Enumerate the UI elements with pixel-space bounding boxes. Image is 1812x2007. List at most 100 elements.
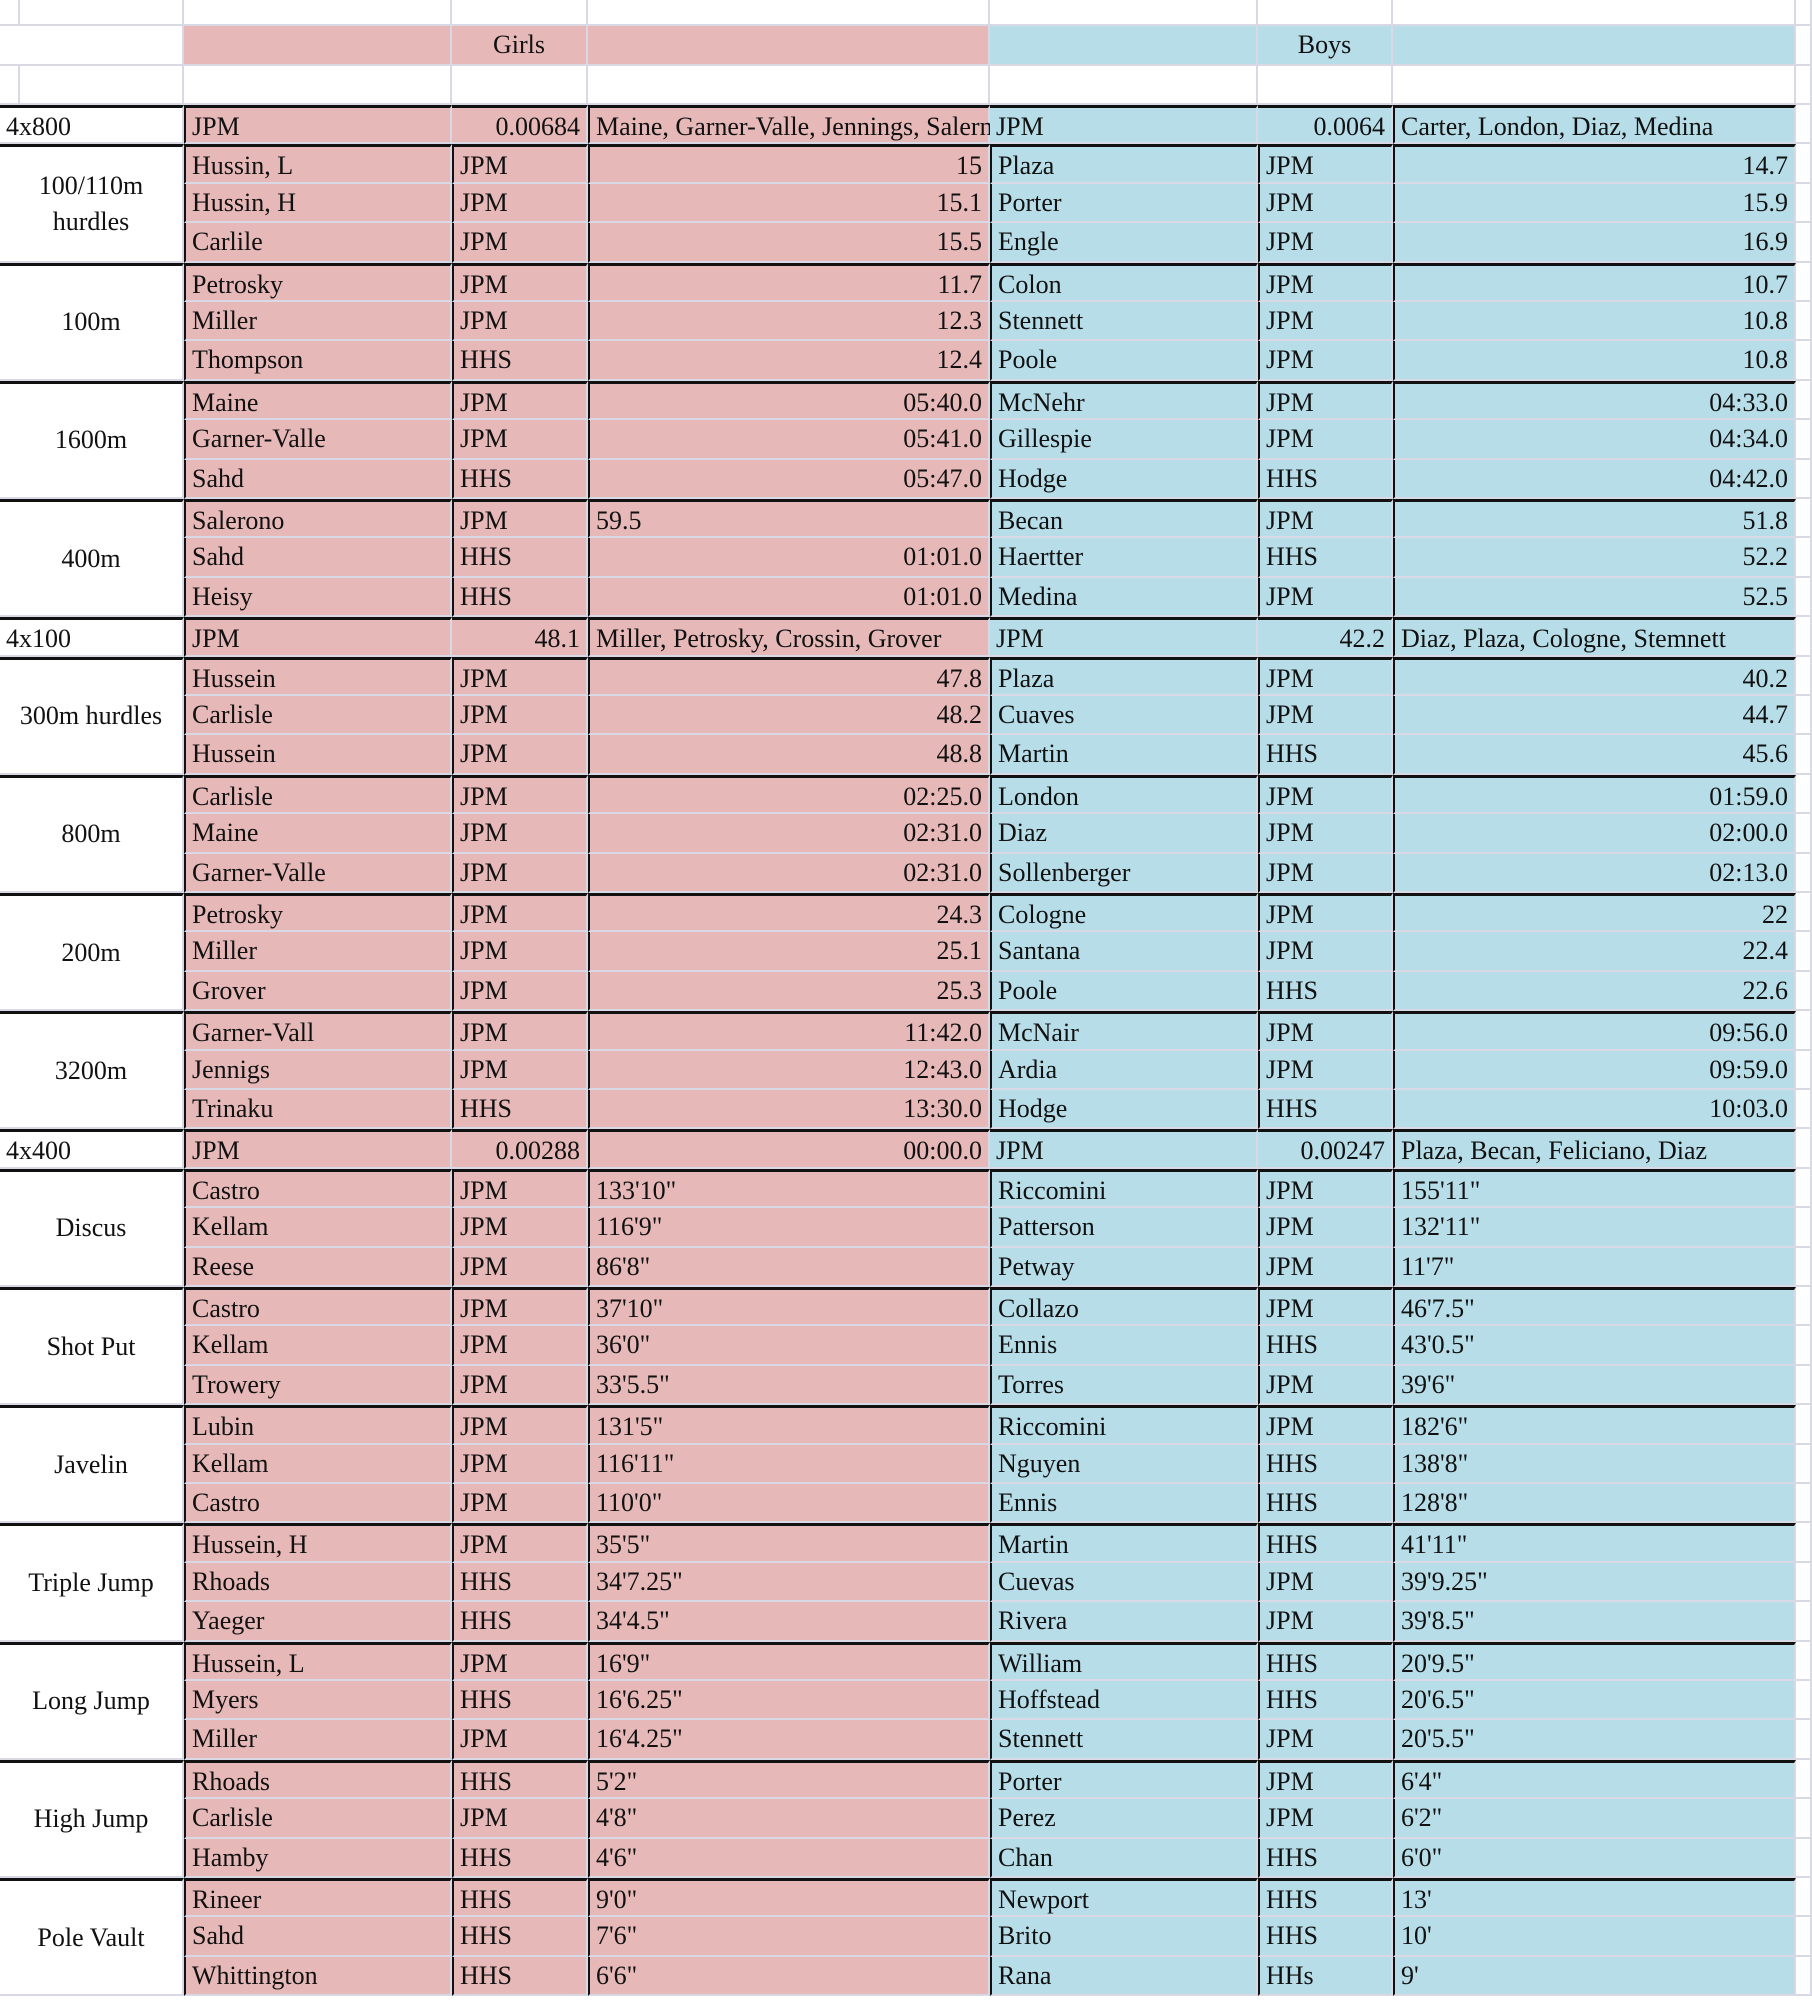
empty-cell[interactable] xyxy=(1796,1326,1812,1366)
boys-team[interactable]: JPM xyxy=(1258,144,1393,184)
boys-team[interactable]: HHS xyxy=(1258,1523,1393,1563)
boys-athlete[interactable]: Nguyen xyxy=(990,1444,1258,1484)
girls-team[interactable]: JPM xyxy=(452,735,588,775)
boys-team[interactable]: JPM xyxy=(1258,814,1393,854)
boys-athlete[interactable]: Torres xyxy=(990,1365,1258,1406)
boys-team[interactable]: HHS xyxy=(1258,1326,1393,1366)
empty-cell[interactable] xyxy=(1796,893,1812,933)
empty-cell[interactable] xyxy=(1796,1287,1812,1327)
girls-athlete[interactable]: Maine xyxy=(184,380,452,421)
empty-cell[interactable] xyxy=(1796,577,1812,618)
boys-team[interactable]: HHS xyxy=(1258,1838,1393,1878)
boys-athlete[interactable]: McNehr xyxy=(990,380,1258,421)
boys-athlete[interactable]: Porter xyxy=(990,1759,1258,1800)
empty-cell[interactable] xyxy=(1796,1129,1812,1169)
empty-cell[interactable] xyxy=(1796,341,1812,381)
empty-cell[interactable] xyxy=(1796,853,1812,893)
boys-mark[interactable]: 04:33.0 xyxy=(1393,380,1796,421)
event-label[interactable]: 100/110m hurdles xyxy=(0,144,184,263)
relay-time[interactable]: 0.00288 xyxy=(452,1129,588,1169)
empty-cell[interactable] xyxy=(0,66,20,105)
empty-cell[interactable] xyxy=(1796,814,1812,854)
girls-athlete[interactable]: Hamby xyxy=(184,1838,452,1878)
boys-mark[interactable]: 40.2 xyxy=(1393,656,1796,696)
girls-mark[interactable]: 02:31.0 xyxy=(588,814,990,854)
girls-athlete[interactable]: Carlisle xyxy=(184,1799,452,1839)
event-label[interactable]: 400m xyxy=(0,499,184,618)
boys-mark[interactable]: 10.7 xyxy=(1393,262,1796,302)
empty-cell[interactable] xyxy=(1796,971,1812,1012)
girls-mark[interactable]: 25.1 xyxy=(588,932,990,972)
boys-team[interactable]: JPM xyxy=(1258,774,1393,815)
girls-mark[interactable]: 5'2" xyxy=(588,1759,990,1800)
girls-mark[interactable]: 05:41.0 xyxy=(588,420,990,460)
empty-cell[interactable] xyxy=(1796,1247,1812,1287)
girls-athlete[interactable]: Thompson xyxy=(184,341,452,381)
boys-team[interactable]: JPM xyxy=(1258,1720,1393,1760)
boys-team[interactable]: JPM xyxy=(1258,1168,1393,1209)
girls-mark[interactable]: 36'0" xyxy=(588,1326,990,1366)
boys-mark[interactable]: 128'8" xyxy=(1393,1484,1796,1524)
girls-athlete[interactable]: Petrosky xyxy=(184,893,452,933)
girls-team[interactable]: JPM xyxy=(452,223,588,263)
empty-cell[interactable] xyxy=(990,66,1258,105)
girls-mark[interactable]: 34'7.25" xyxy=(588,1562,990,1603)
boys-athlete[interactable]: Gillespie xyxy=(990,420,1258,460)
empty-cell[interactable] xyxy=(1796,1444,1812,1484)
boys-team[interactable]: JPM xyxy=(1258,656,1393,696)
girls-team[interactable]: HHS xyxy=(452,1090,588,1130)
boys-mark[interactable]: 45.6 xyxy=(1393,735,1796,775)
event-label[interactable]: Pole Vault xyxy=(0,1878,184,1997)
girls-athlete[interactable]: Grover xyxy=(184,971,452,1012)
girls-athlete[interactable]: Castro xyxy=(184,1287,452,1327)
boys-mark[interactable]: 10' xyxy=(1393,1917,1796,1957)
girls-team[interactable]: JPM xyxy=(452,1326,588,1366)
girls-athlete[interactable]: Trowery xyxy=(184,1365,452,1406)
boys-athlete[interactable]: Ardia xyxy=(990,1050,1258,1090)
boys-team[interactable]: HHS xyxy=(1258,1444,1393,1484)
boys-athlete[interactable]: Sollenberger xyxy=(990,853,1258,893)
event-label[interactable]: 300m hurdles xyxy=(0,656,184,775)
boys-team[interactable]: JPM xyxy=(1258,1050,1393,1090)
boys-athlete[interactable]: Patterson xyxy=(990,1208,1258,1248)
boys-mark[interactable]: 11'7" xyxy=(1393,1247,1796,1287)
girls-athlete[interactable]: Garner-Vall xyxy=(184,1011,452,1051)
boys-mark[interactable]: 09:59.0 xyxy=(1393,1050,1796,1090)
boys-team[interactable]: JPM xyxy=(1258,853,1393,893)
empty-cell[interactable] xyxy=(1796,0,1812,26)
empty-cell[interactable] xyxy=(1796,1917,1812,1957)
boys-mark[interactable]: 04:42.0 xyxy=(1393,459,1796,499)
event-label[interactable]: 100m xyxy=(0,262,184,381)
event-label[interactable]: Discus xyxy=(0,1168,184,1287)
girls-athlete[interactable]: Kellam xyxy=(184,1326,452,1366)
boys-athlete[interactable]: Stennett xyxy=(990,302,1258,342)
girls-team[interactable]: JPM xyxy=(452,893,588,933)
event-label[interactable]: Shot Put xyxy=(0,1287,184,1406)
girls-team[interactable]: JPM xyxy=(452,656,588,696)
boys-mark[interactable]: 22.4 xyxy=(1393,932,1796,972)
empty-cell[interactable] xyxy=(184,0,452,26)
relay-team[interactable]: JPM xyxy=(990,617,1258,657)
girls-athlete[interactable]: Lubin xyxy=(184,1405,452,1445)
boys-athlete[interactable]: Ennis xyxy=(990,1484,1258,1524)
boys-team[interactable]: JPM xyxy=(1258,380,1393,421)
event-label[interactable]: Triple Jump xyxy=(0,1523,184,1642)
empty-cell[interactable] xyxy=(1796,499,1812,539)
girls-team[interactable]: HHS xyxy=(452,341,588,381)
girls-athlete[interactable]: Hussein xyxy=(184,735,452,775)
empty-cell[interactable] xyxy=(990,26,1258,66)
empty-cell[interactable] xyxy=(1796,420,1812,460)
relay-time[interactable]: 0.0064 xyxy=(1258,105,1393,145)
boys-team[interactable]: JPM xyxy=(1258,932,1393,972)
girls-athlete[interactable]: Hussein, H xyxy=(184,1523,452,1563)
girls-athlete[interactable]: Miller xyxy=(184,932,452,972)
boys-team[interactable]: JPM xyxy=(1258,1011,1393,1051)
girls-team[interactable]: HHS xyxy=(452,538,588,578)
boys-mark[interactable]: 02:13.0 xyxy=(1393,853,1796,893)
empty-cell[interactable] xyxy=(1796,1523,1812,1563)
girls-athlete[interactable]: Rhoads xyxy=(184,1759,452,1800)
girls-athlete[interactable]: Myers xyxy=(184,1681,452,1721)
boys-team[interactable]: JPM xyxy=(1258,1365,1393,1406)
boys-athlete[interactable]: Cuevas xyxy=(990,1562,1258,1603)
girls-mark[interactable]: 25.3 xyxy=(588,971,990,1012)
